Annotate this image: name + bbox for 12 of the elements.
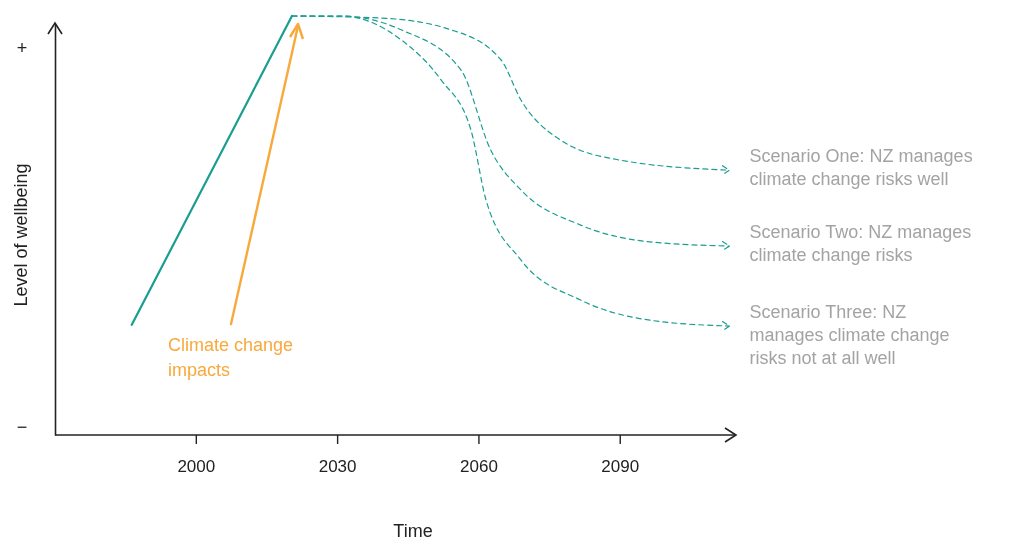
text: − [16,416,28,437]
legend-label: Scenario Two: NZ manages climate change risks [749,221,972,265]
legend-label: Scenario One: NZ manages climate change risks well [749,145,973,189]
annotation: Climate change impacts [168,334,294,380]
y-axis-title: Level of wellbeing [10,163,31,307]
x-tick-label: 2030 [318,457,357,477]
x-tick-label: 2060 [460,457,498,477]
x-axis-title: Time [393,520,433,541]
x-tick-label: 2090 [601,457,640,477]
legend-label: Scenario Three: NZ manages climate change risks not at all well [749,301,950,368]
text: + [16,37,28,58]
x-tick-label: 2000 [177,457,216,477]
